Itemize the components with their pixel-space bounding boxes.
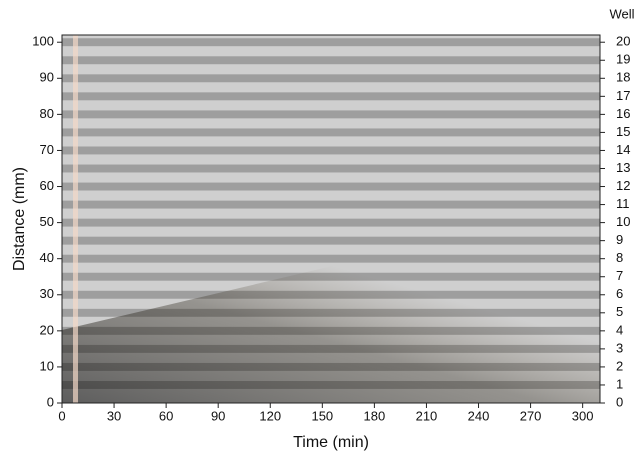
dark-front	[62, 250, 600, 403]
y2-tick-label: 7	[616, 268, 623, 283]
x-tick-label: 150	[311, 408, 333, 423]
well-stripe	[62, 146, 600, 155]
y-tick-label: 70	[40, 142, 54, 157]
y-tick-label: 90	[40, 70, 54, 85]
y2-axis-title: Well	[609, 6, 634, 21]
well-stripe	[62, 92, 600, 101]
well-stripe	[62, 254, 600, 263]
well-stripe	[62, 164, 600, 173]
x-tick-label: 0	[58, 408, 65, 423]
plot-frame	[61, 34, 601, 404]
y2-tick-label: 13	[616, 160, 630, 175]
x-tick-label: 180	[364, 408, 386, 423]
well-stripe	[62, 74, 600, 83]
x-axis-title: Time (min)	[293, 434, 369, 451]
y2-tick-label: 9	[616, 232, 623, 247]
y-axis-title: Distance (mm)	[11, 167, 28, 271]
well-stripe	[62, 200, 600, 209]
y2-tick-label: 2	[616, 358, 623, 373]
x-tick-label: 210	[416, 408, 438, 423]
y-tick-label: 0	[47, 394, 54, 409]
x-tick-label: 240	[468, 408, 490, 423]
x-tick-label: 120	[259, 408, 281, 423]
y2-tick-label: 3	[616, 340, 623, 355]
start-line	[73, 35, 78, 403]
well-stripe	[62, 218, 600, 227]
y2-tick-label: 5	[616, 304, 623, 319]
y-tick-label: 60	[40, 178, 54, 193]
y2-tick-label: 15	[616, 124, 630, 139]
y-tick-label: 20	[40, 322, 54, 337]
y2-tick-label: 11	[616, 196, 630, 211]
y2-tick-label: 18	[616, 70, 630, 85]
y2-tick-label: 1	[616, 376, 623, 391]
well-stripe	[62, 128, 600, 137]
y-tick-label: 50	[40, 214, 54, 229]
y2-tick-label: 20	[616, 34, 630, 49]
well-stripe	[62, 110, 600, 119]
y2-tick-label: 8	[616, 250, 623, 265]
well-stripe	[62, 38, 600, 47]
well-stripe	[62, 236, 600, 245]
x-tick-label: 300	[572, 408, 594, 423]
y-tick-label: 100	[32, 34, 54, 49]
y2-tick-label: 4	[616, 322, 623, 337]
y-tick-label: 80	[40, 106, 54, 121]
y-tick-label: 40	[40, 250, 54, 265]
y2-tick-label: 14	[616, 142, 630, 157]
well-stripe	[62, 182, 600, 191]
x-tick-label: 90	[211, 408, 225, 423]
y2-tick-label: 17	[616, 88, 630, 103]
y2-tick-label: 10	[616, 214, 630, 229]
well-stripe	[62, 56, 600, 65]
y2-tick-label: 19	[616, 52, 630, 67]
y2-tick-label: 6	[616, 286, 623, 301]
y2-tick-label: 16	[616, 106, 630, 121]
y-tick-label: 10	[40, 358, 54, 373]
y2-tick-label: 0	[616, 394, 623, 409]
y2-tick-label: 12	[616, 178, 630, 193]
x-tick-label: 60	[159, 408, 173, 423]
x-tick-label: 30	[107, 408, 121, 423]
x-tick-label: 270	[520, 408, 542, 423]
y-tick-label: 30	[40, 286, 54, 301]
